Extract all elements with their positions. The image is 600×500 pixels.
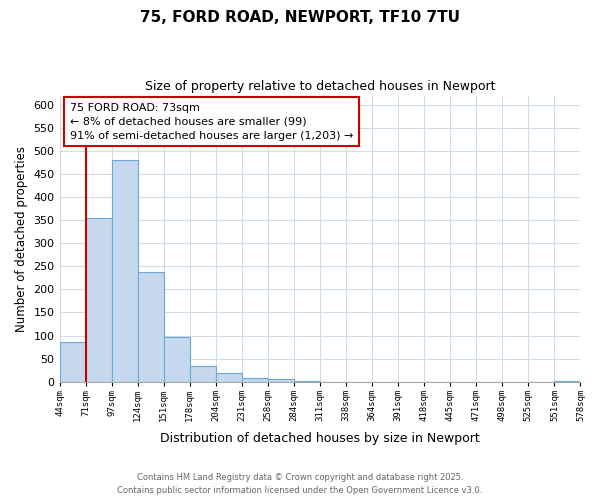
Bar [164,337,190,382]
Bar [242,378,268,382]
Bar [268,380,294,382]
Bar [137,272,164,382]
Title: Size of property relative to detached houses in Newport: Size of property relative to detached ho… [145,80,495,93]
Bar [190,366,216,382]
Bar [112,160,137,382]
Bar [86,218,112,382]
Text: 75 FORD ROAD: 73sqm
← 8% of detached houses are smaller (99)
91% of semi-detache: 75 FORD ROAD: 73sqm ← 8% of detached hou… [70,102,353,141]
Y-axis label: Number of detached properties: Number of detached properties [15,146,28,332]
Text: Contains HM Land Registry data © Crown copyright and database right 2025.
Contai: Contains HM Land Registry data © Crown c… [118,474,482,495]
X-axis label: Distribution of detached houses by size in Newport: Distribution of detached houses by size … [160,432,480,445]
Bar [216,374,242,382]
Bar [59,342,86,382]
Text: 75, FORD ROAD, NEWPORT, TF10 7TU: 75, FORD ROAD, NEWPORT, TF10 7TU [140,10,460,25]
